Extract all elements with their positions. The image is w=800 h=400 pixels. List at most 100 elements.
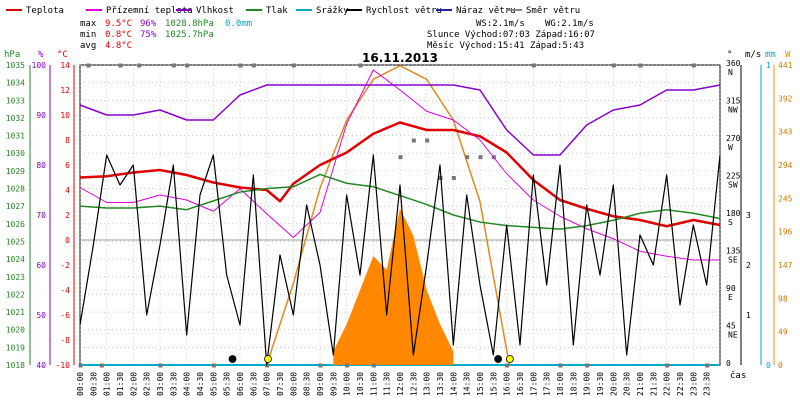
stats-min-temp: 0.8°C <box>105 30 132 40</box>
tick-label: 1032 <box>6 114 25 123</box>
tick-label: -10 <box>56 361 71 370</box>
tick-label: 1030 <box>6 149 25 158</box>
tick-label: 180 <box>726 209 741 218</box>
tick-label: 0 <box>65 236 70 245</box>
tick-label: 45 <box>726 322 736 331</box>
direction-point <box>345 363 350 368</box>
stats-max-label: max <box>80 19 97 29</box>
legend: Teplota Přízemní teplota Vlhkost Tlak Srážky… <box>6 6 580 16</box>
tick-label: 1028 <box>6 185 25 194</box>
stats-max-hum: 96% <box>140 19 157 29</box>
x-tick-label: 14:00 <box>449 372 458 396</box>
tick-label: 50 <box>36 311 46 320</box>
direction-point <box>171 63 176 68</box>
stats-min-hum: 75% <box>140 30 157 40</box>
x-tick-label: 06:00 <box>236 372 245 396</box>
stats-max-rain: 0.0mm <box>225 19 252 29</box>
x-tick-label: 18:00 <box>556 372 565 396</box>
x-tick-label: 21:00 <box>636 372 645 396</box>
direction-point <box>137 63 142 68</box>
info-wg: WG:2.1m/s <box>545 19 594 29</box>
direction-point <box>118 63 123 68</box>
x-tick-label: 17:30 <box>543 372 552 396</box>
x-tick-label: 04:00 <box>183 372 192 396</box>
moonrise-marker <box>494 355 503 363</box>
tick-label: 147 <box>778 261 793 270</box>
unit-degc: °C <box>57 50 68 60</box>
x-tick-label: 03:30 <box>169 372 178 396</box>
tick-label: S <box>728 218 733 227</box>
solar-area <box>333 208 454 365</box>
direction-point <box>358 63 363 68</box>
direction-point <box>99 363 104 368</box>
x-tick-label: 10:00 <box>343 372 352 396</box>
x-tick-label: 01:00 <box>103 372 112 396</box>
tick-label: 1034 <box>6 79 25 88</box>
x-tick-label: 23:00 <box>689 372 698 396</box>
tick-label: SW <box>728 181 738 190</box>
sunrise-marker <box>264 355 272 363</box>
tick-label: 135 <box>726 247 741 256</box>
x-tick-label: 09:30 <box>329 372 338 396</box>
tick-label: 6 <box>65 161 70 170</box>
x-tick-label: 23:30 <box>703 372 712 396</box>
direction-point <box>86 63 91 68</box>
x-tick-label: 15:00 <box>476 372 485 396</box>
x-tick-label: 08:00 <box>289 372 298 396</box>
x-tick-label: 05:00 <box>209 372 218 396</box>
x-tick-label: 02:00 <box>129 372 138 396</box>
direction-point <box>705 363 710 368</box>
series-line <box>79 69 720 261</box>
unit-wm2: W <box>785 50 791 60</box>
stats-avg-label: avg <box>80 41 96 51</box>
tick-label: 1033 <box>6 96 25 105</box>
solar-layer <box>265 64 511 366</box>
tick-label: 245 <box>778 194 793 203</box>
tick-label: 441 <box>778 61 793 70</box>
direction-point <box>465 155 470 160</box>
x-tick-label: 15:30 <box>489 372 498 396</box>
axis-units: hPa % °C ° m/s mm W čas <box>4 50 791 381</box>
x-tick-label: 03:00 <box>156 372 165 396</box>
x-tick-label: 06:30 <box>249 372 258 396</box>
x-tick-label: 07:00 <box>263 372 272 396</box>
tick-label: -2 <box>60 261 70 270</box>
legend-item: Rychlost větru <box>366 6 442 16</box>
direction-point <box>265 363 270 368</box>
tick-label: 1019 <box>6 343 25 352</box>
tick-label: 8 <box>65 136 70 145</box>
moonset-marker <box>228 355 237 363</box>
x-tick-label: 10:30 <box>356 372 365 396</box>
x-tick-label: 12:00 <box>396 372 405 396</box>
tick-label: -6 <box>60 311 70 320</box>
tick-label: 70 <box>36 211 46 220</box>
info-sun: Slunce Východ:07:03 Západ:16:07 <box>427 30 595 40</box>
tick-label: 2 <box>746 261 751 270</box>
x-tick-label: 18:30 <box>569 372 578 396</box>
direction-point <box>691 63 696 68</box>
tick-label: -8 <box>60 336 70 345</box>
direction-point <box>185 63 190 68</box>
tick-label: 100 <box>32 61 47 70</box>
markers-layer <box>228 355 514 363</box>
tick-label: 1020 <box>6 326 25 335</box>
tick-label: 1029 <box>6 167 25 176</box>
tick-label: 1018 <box>6 361 25 370</box>
legend-item: Náraz větru <box>456 6 516 16</box>
tick-label: 4 <box>65 186 70 195</box>
series-line <box>79 84 721 156</box>
legend-item: Tlak <box>266 6 288 16</box>
x-tick-label: 13:00 <box>423 372 432 396</box>
direction-point <box>291 63 296 68</box>
x-tick-label: 19:00 <box>583 372 592 396</box>
direction-point <box>425 138 430 143</box>
tick-label: 90 <box>36 111 46 120</box>
tick-label: 2 <box>65 211 70 220</box>
tick-label: 49 <box>778 328 788 337</box>
chart-title: 16.11.2013 <box>362 51 438 65</box>
x-tick-label: 07:30 <box>276 372 285 396</box>
tick-label: 1024 <box>6 255 25 264</box>
x-tick-label: 22:30 <box>676 372 685 396</box>
direction-point <box>318 363 323 368</box>
tick-label: 1 <box>766 61 771 70</box>
